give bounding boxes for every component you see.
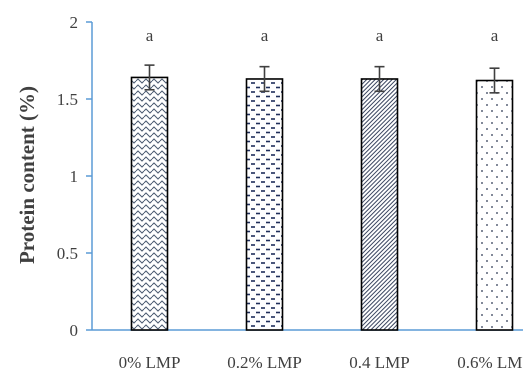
bar-0 [130, 76, 169, 331]
x-category-label-1: 0.2% LMP [227, 353, 302, 372]
bar-1 [245, 78, 284, 331]
error-bars-group [144, 64, 500, 94]
x-category-label-3: 0.6% LMP [457, 353, 523, 372]
significance-letter-3: a [491, 26, 499, 45]
significance-letter-1: a [261, 26, 269, 45]
bar-2 [360, 78, 399, 331]
y-tick-label: 2 [70, 13, 79, 32]
y-tick-label: 0 [70, 321, 79, 340]
bars-group [130, 76, 514, 331]
significance-letter-2: a [376, 26, 384, 45]
significance-letter-0: a [146, 26, 154, 45]
y-axis-label: Protein content (%) [15, 86, 39, 264]
x-axis-category-labels: 0% LMP 0.2% LMP 0.4 LMP 0.6% LMP [119, 353, 523, 372]
y-axis-ticks: 0 0.5 1 1.5 2 [57, 13, 92, 340]
x-category-label-0: 0% LMP [119, 353, 181, 372]
y-tick-label: 0.5 [57, 244, 78, 263]
y-tick-label: 1 [70, 167, 79, 186]
y-tick-label: 1.5 [57, 90, 78, 109]
x-category-label-2: 0.4 LMP [349, 353, 409, 372]
bar-3 [475, 79, 514, 331]
